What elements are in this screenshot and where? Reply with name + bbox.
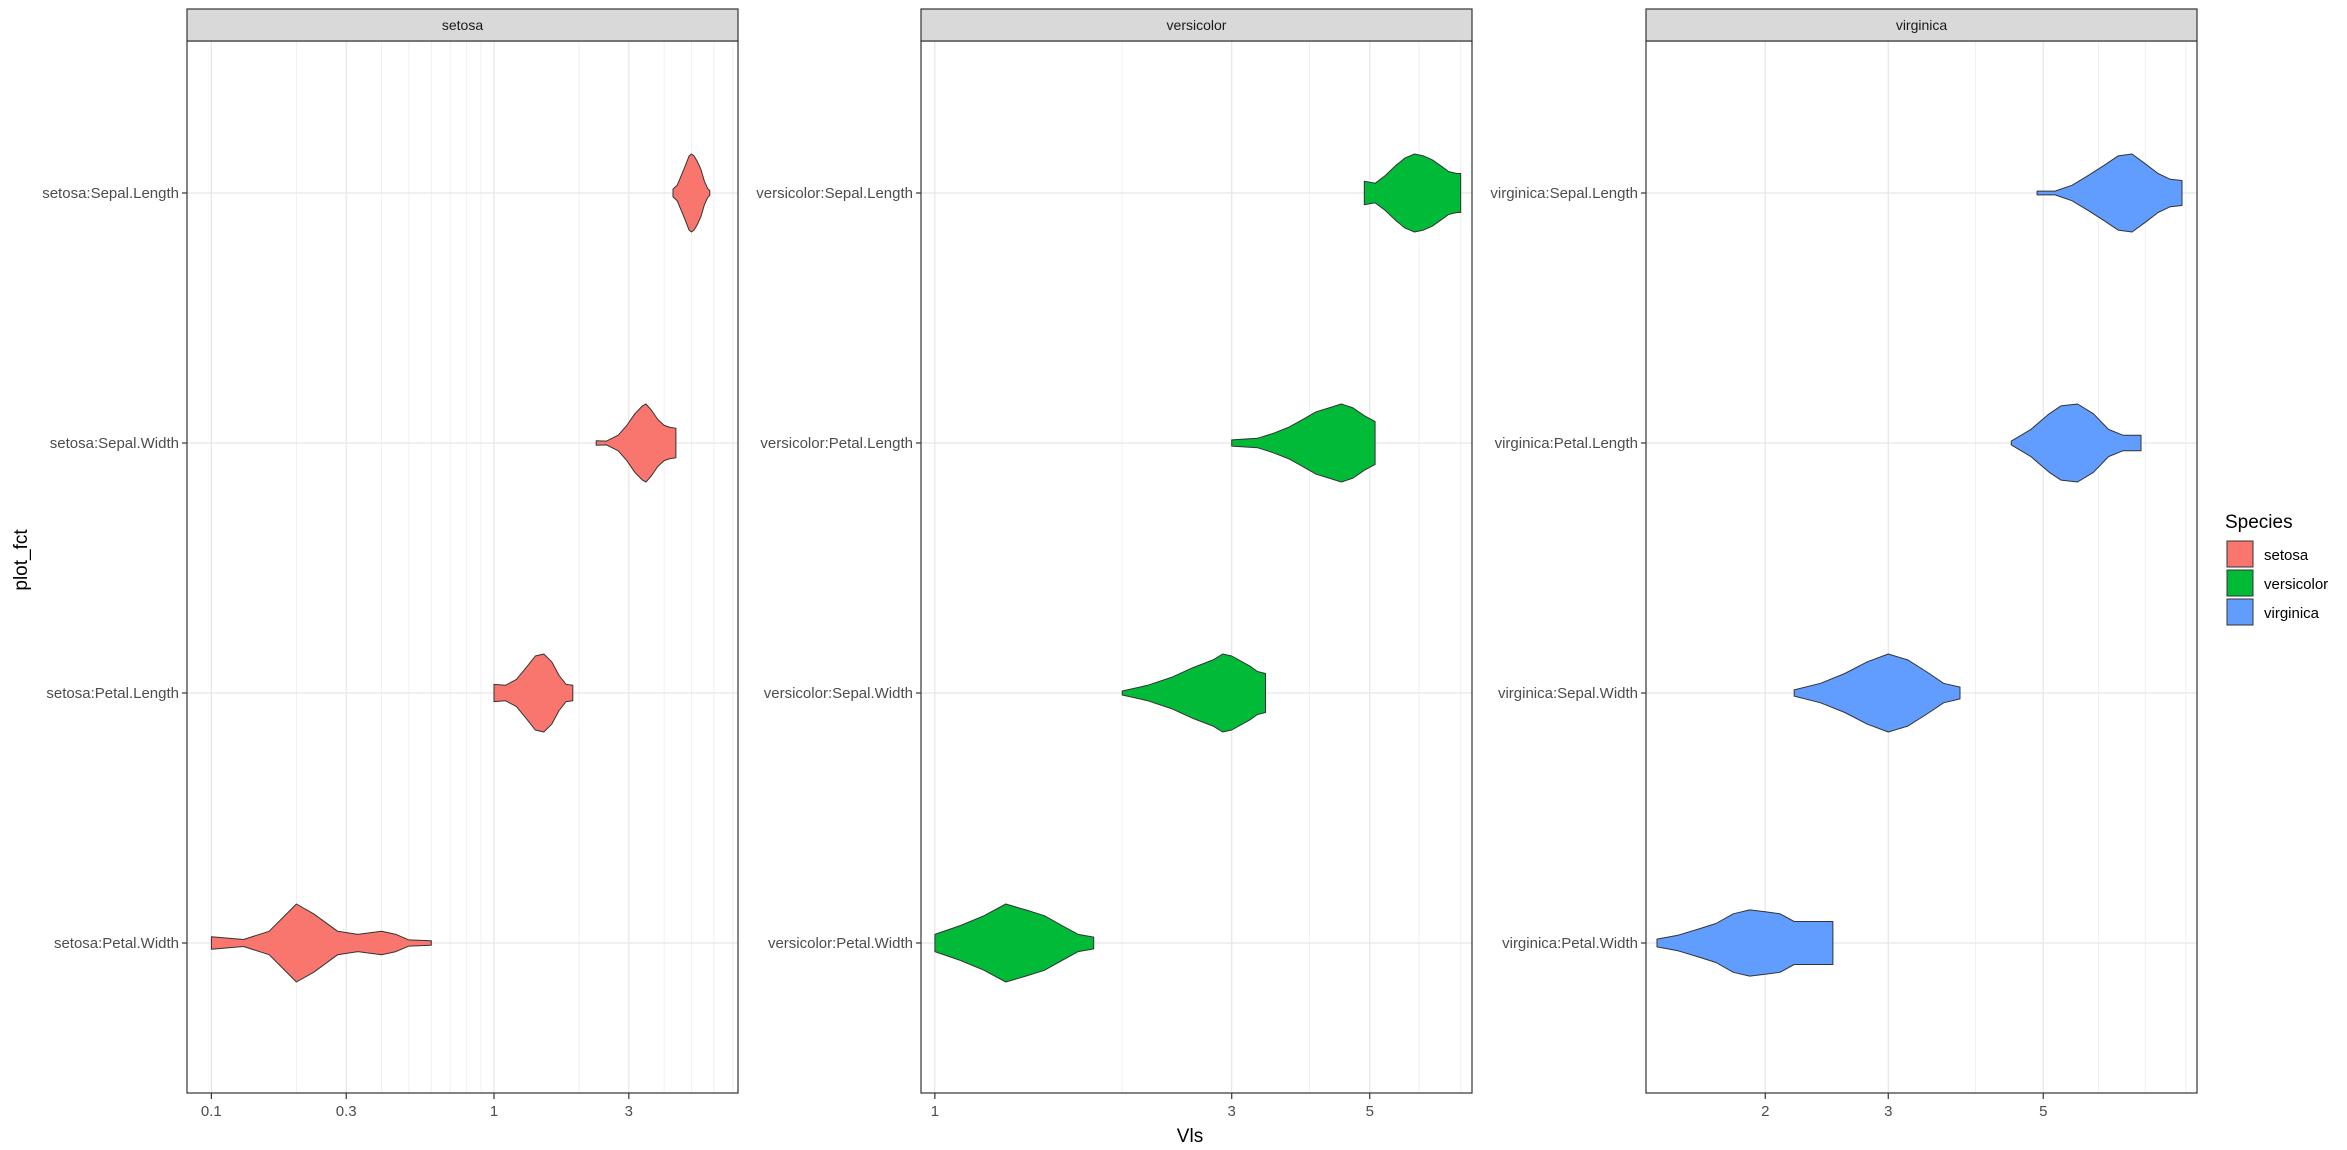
facet-strip-label: setosa [442,17,483,33]
y-tick-label: versicolor:Sepal.Width [764,685,913,702]
panel-virginica: virginica virginica:Sepal.Length virginica… [1490,8,2198,1120]
legend-items: setosa versicolor virginica [2226,540,2328,626]
y-tick-label: setosa:Petal.Length [46,685,179,702]
violin-setosa-sepal-length [672,153,711,233]
violin-versicolor-petal-width [934,903,1095,983]
x-tick-label: 1 [931,1103,939,1120]
panel-setosa: setosa setosa:Sepal.Length setosa:Sepal.Wi… [42,8,739,1120]
y-tick-label: versicolor:Petal.Width [768,935,913,952]
y-tick-label: versicolor:Sepal.Length [756,185,913,202]
legend: Species setosa versicolor virginica [2225,512,2328,626]
y-tick-label: virginica:Petal.Length [1495,435,1638,452]
legend-title: Species [2225,512,2293,533]
violin-setosa-petal-width [210,903,432,983]
violin-virginica-petal-width [1656,909,1834,977]
legend-label-virginica: virginica [2264,605,2320,622]
legend-key-virginica [2226,598,2254,626]
x-axis-title: Vls [1177,1126,1203,1147]
violin-virginica-sepal-width [1793,653,1961,733]
x-tick-label: 5 [1366,1103,1374,1120]
x-tick-label: 0.3 [336,1103,357,1120]
x-tick-label: 2 [1761,1103,1769,1120]
x-tick-label: 5 [2039,1103,2047,1120]
y-tick-label: setosa:Sepal.Width [50,435,179,452]
legend-label-versicolor: versicolor [2264,576,2328,593]
y-tick-label: setosa:Sepal.Length [42,185,179,202]
x-tick-label: 0.1 [201,1103,222,1120]
y-axis-title: plot_fct [11,529,32,591]
x-tick-label: 3 [625,1103,633,1120]
violin-versicolor-petal-length [1231,403,1376,483]
y-tick-label: setosa:Petal.Width [54,935,179,952]
y-tick-label: versicolor:Petal.Length [760,435,913,452]
legend-key-versicolor [2226,569,2254,597]
facet-strip [920,8,1473,42]
facet-strip [1645,8,2198,42]
panel-versicolor: versicolor versicolor:Sepal.Length versico… [756,8,1473,1120]
violin-versicolor-sepal-length [1363,153,1462,233]
legend-key-setosa [2226,540,2254,568]
violin-versicolor-sepal-width [1121,653,1266,733]
violin-setosa-sepal-width [595,403,677,483]
y-tick-label: virginica:Sepal.Width [1498,685,1638,702]
x-tick-label: 1 [490,1103,498,1120]
facet-strip-label: versicolor [1167,17,1227,33]
panel-background [187,41,738,1093]
y-tick-label: virginica:Petal.Width [1502,935,1638,952]
y-tick-label: virginica:Sepal.Length [1490,185,1638,202]
violin-virginica-petal-length [2010,403,2142,483]
x-tick-label: 3 [1884,1103,1892,1120]
panels-layer: setosa setosa:Sepal.Length setosa:Sepal.Wi… [42,8,2198,1120]
legend-label-setosa: setosa [2264,547,2309,564]
x-tick-label: 3 [1228,1103,1236,1120]
violin-setosa-petal-length [493,653,574,733]
facet-strip-label: virginica [1896,17,1948,33]
violin-virginica-sepal-length [2036,153,2183,233]
facet-strip [186,8,739,42]
